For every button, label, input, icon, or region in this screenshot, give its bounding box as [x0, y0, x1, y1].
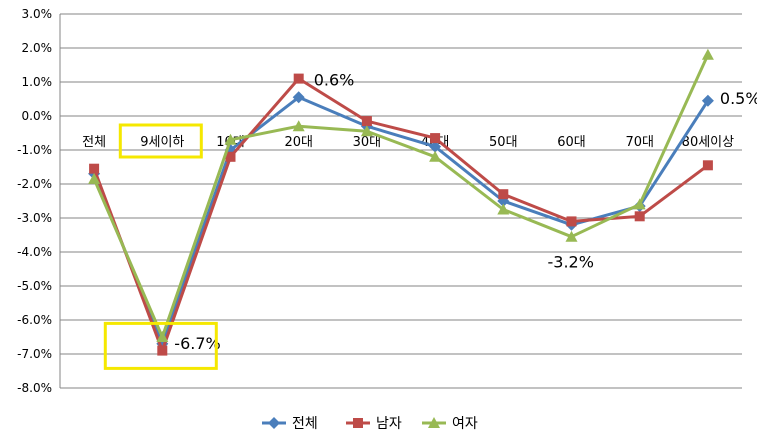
triangle-marker	[428, 417, 440, 428]
category-highlight-box	[118, 123, 203, 159]
square-marker	[89, 163, 100, 174]
diamond-marker	[268, 417, 280, 429]
square-marker	[634, 211, 645, 222]
diamond-marker	[429, 140, 442, 153]
y-tick-label: -1.0%	[17, 143, 52, 157]
highlight-boxes	[103, 123, 218, 370]
triangle-marker	[633, 198, 646, 210]
series-line	[92, 54, 710, 339]
category-label: 50대	[489, 135, 518, 150]
category-label: 9세이하	[140, 135, 184, 150]
square-marker	[430, 133, 441, 144]
y-tick-label: -7.0%	[17, 347, 52, 361]
y-tick-label: -3.0%	[17, 211, 52, 225]
triangle-marker	[224, 133, 237, 145]
y-tick-label: 0.0%	[22, 109, 53, 123]
annotations: 0.6% -6.7% -3.2% 0.5%	[174, 70, 757, 353]
legend-item: 전체	[262, 416, 318, 432]
legend: 전체 남자 여자	[262, 416, 478, 432]
legend-item: 남자	[346, 416, 402, 432]
triangle-marker	[88, 172, 101, 184]
series-여자	[88, 48, 714, 342]
square-marker	[498, 189, 509, 200]
square-marker	[702, 160, 713, 171]
y-tick-label: -4.0%	[17, 245, 52, 259]
square-marker	[157, 345, 168, 356]
diamond-marker	[292, 91, 305, 104]
triangle-marker	[429, 150, 442, 162]
diamond-marker	[701, 94, 714, 107]
category-label: 30대	[353, 135, 382, 150]
triangle-marker	[292, 120, 305, 132]
y-tick-label: -2.0%	[17, 177, 52, 191]
y-tick-label: 1.0%	[22, 75, 53, 89]
triangle-marker	[701, 48, 714, 60]
annotation-label: 0.5%	[720, 89, 757, 108]
category-labels: 전체9세이하10대20대30대40대50대60대70대80세이상	[82, 135, 734, 150]
triangle-marker	[565, 230, 578, 242]
triangle-marker	[497, 203, 510, 215]
category-label: 전체	[82, 135, 106, 150]
triangle-marker	[156, 331, 169, 342]
series-남자	[89, 73, 713, 356]
series-line	[92, 77, 709, 353]
legend-label: 여자	[452, 416, 478, 432]
y-tick-label: -8.0%	[17, 381, 52, 395]
y-tick-label: -5.0%	[17, 279, 52, 293]
legend-label: 남자	[376, 416, 402, 432]
category-label: 60대	[557, 135, 586, 150]
series-line	[92, 95, 710, 346]
y-axis-tick-labels: 3.0% 2.0% 1.0% 0.0% -1.0% -2.0% -3.0% -4.0% -5.0…	[17, 7, 52, 395]
grid-lines	[59, 13, 742, 389]
triangle-marker	[360, 125, 373, 137]
square-marker	[566, 216, 577, 227]
legend-item: 여자	[422, 416, 478, 432]
y-tick-label: 3.0%	[22, 7, 53, 21]
square-marker	[361, 116, 372, 127]
series-group	[88, 48, 714, 356]
annotation-label: 0.6%	[314, 70, 355, 89]
y-tick-label: -6.0%	[17, 313, 52, 327]
y-tick-label: 2.0%	[22, 41, 53, 55]
category-label: 80세이상	[682, 135, 734, 150]
square-marker	[225, 151, 236, 162]
category-label: 70대	[625, 135, 654, 150]
category-label: 20대	[284, 135, 313, 150]
legend-label: 전체	[292, 416, 318, 432]
annotation-label: -3.2%	[548, 252, 594, 271]
square-marker	[353, 418, 363, 428]
annotation-label: -6.7%	[174, 334, 220, 353]
annotation-highlight-box	[103, 321, 218, 370]
square-marker	[293, 73, 304, 84]
